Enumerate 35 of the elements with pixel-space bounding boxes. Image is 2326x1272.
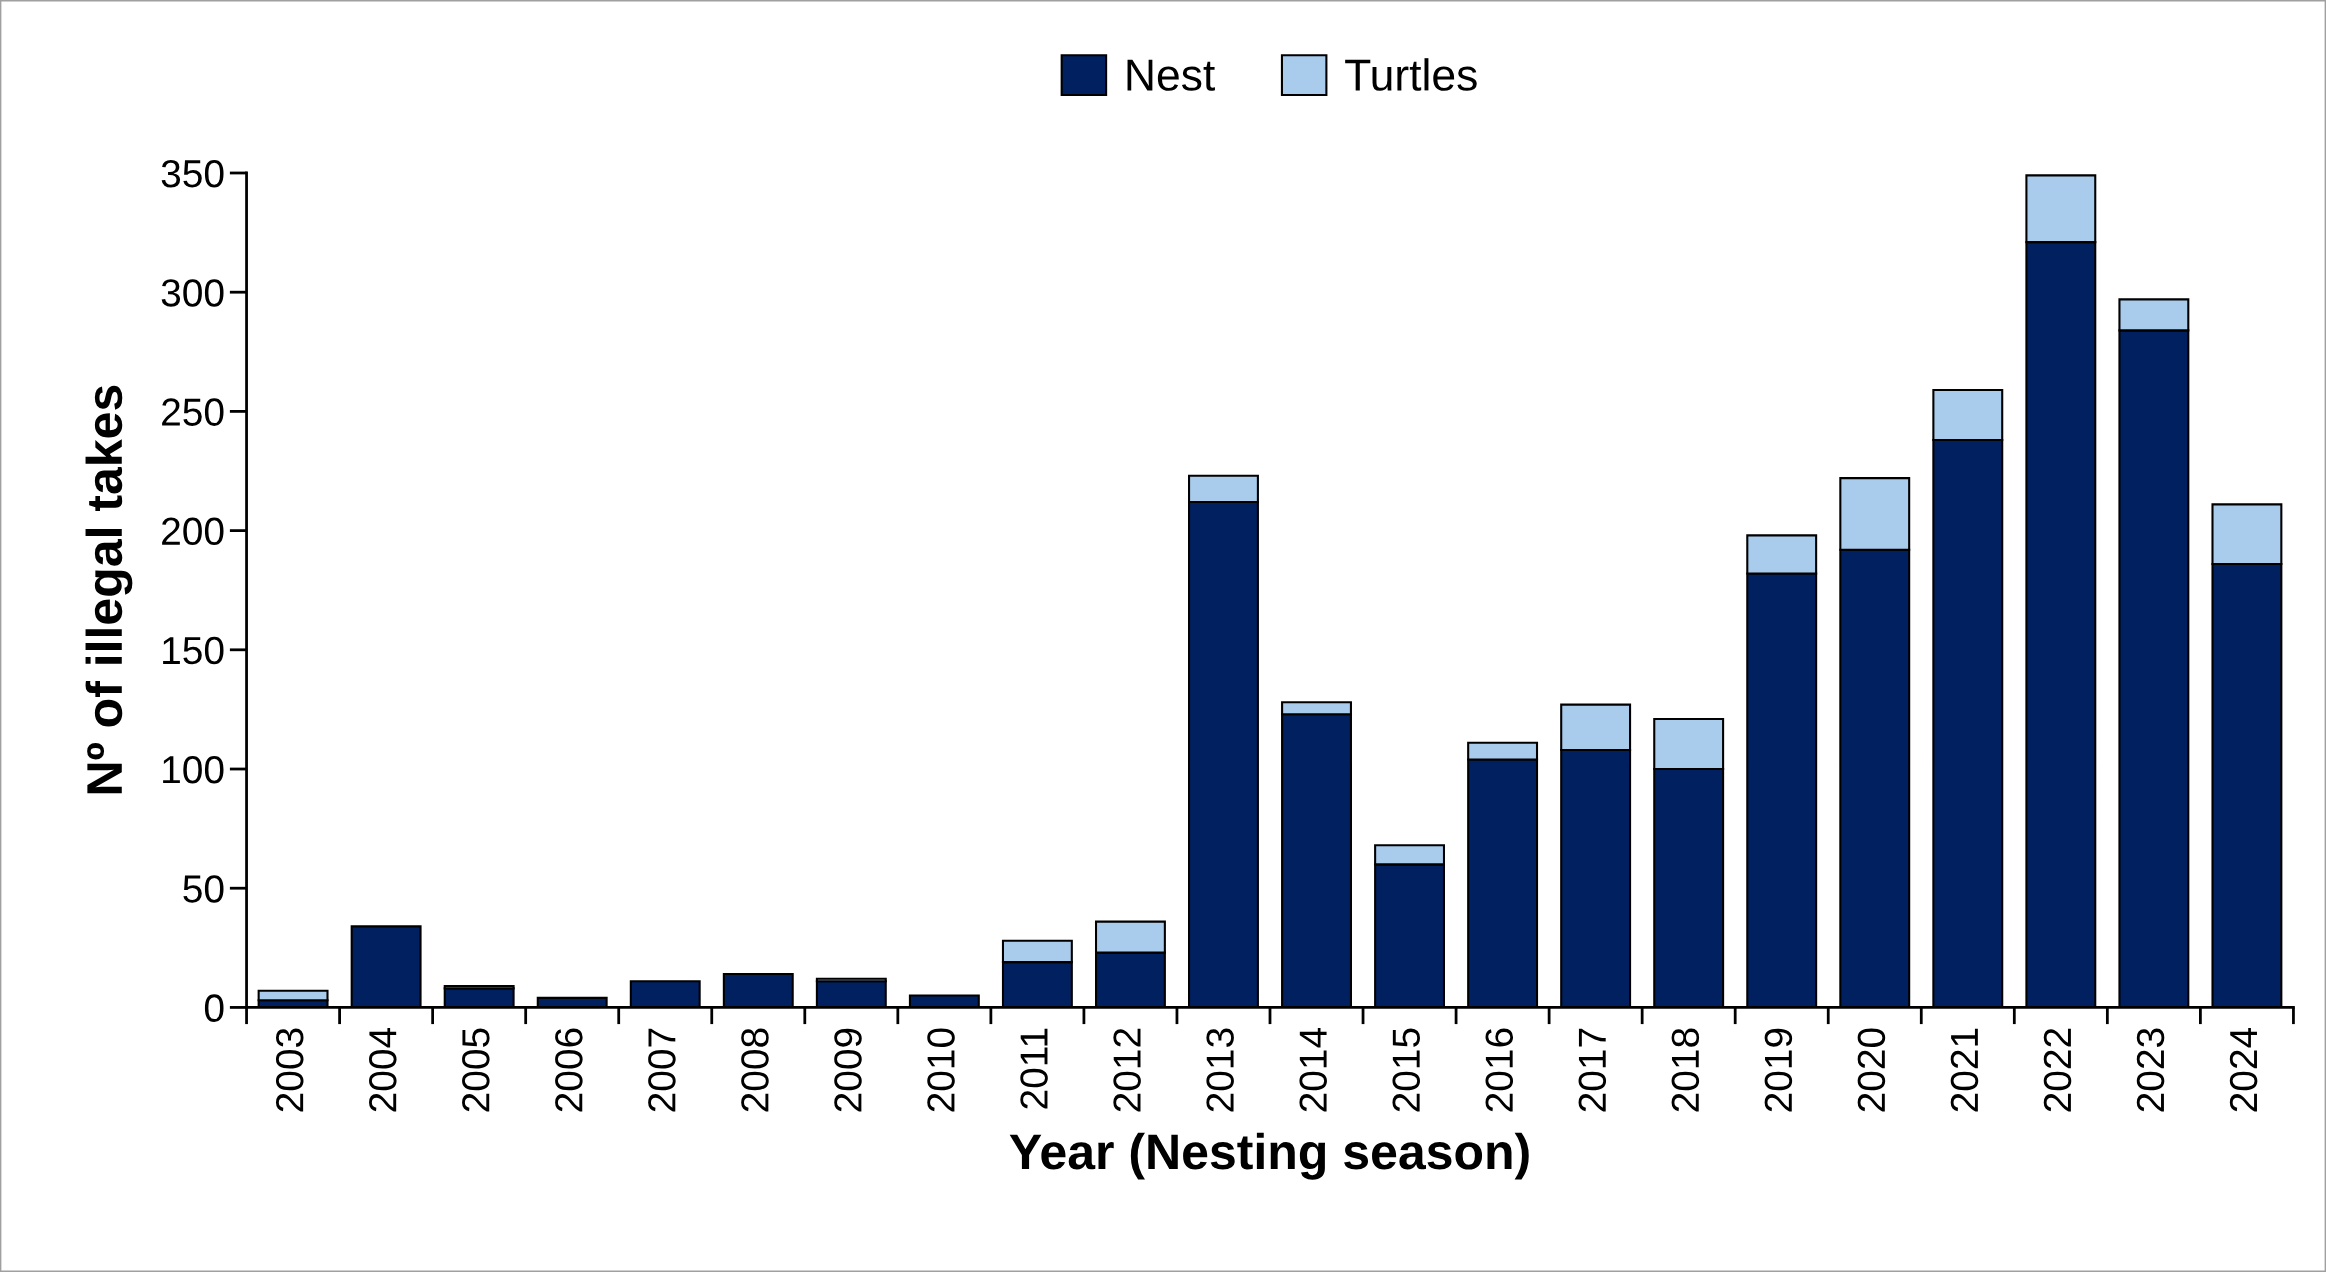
bar bbox=[257, 989, 329, 1002]
x-tick-label: 2007 bbox=[648, 1028, 676, 1112]
x-tick-label: 2009 bbox=[834, 1028, 862, 1112]
x-tick-label: 2004 bbox=[369, 1028, 397, 1112]
x-tick-label: 2014 bbox=[1299, 1028, 1327, 1112]
x-tick-label: 2022 bbox=[2043, 1028, 2072, 1112]
legend-label: Turtles bbox=[1345, 58, 1477, 91]
x-tick-label: 2008 bbox=[741, 1028, 769, 1112]
y-tick-label: 50 bbox=[183, 875, 224, 903]
x-tick-label: 2020 bbox=[1857, 1028, 1886, 1112]
x-tick-label: 2017 bbox=[1578, 1028, 1607, 1112]
x-tick-label: 2013 bbox=[1206, 1028, 1234, 1112]
x-tick-label: 2021 bbox=[1950, 1028, 1979, 1112]
y-tick-label: 0 bbox=[204, 994, 224, 1022]
x-tick-label: 2023 bbox=[2136, 1028, 2165, 1112]
x-tick-label: 2019 bbox=[1764, 1028, 1793, 1112]
x-tick-label: 2011 bbox=[1020, 1028, 1048, 1109]
y-tick-label: 350 bbox=[161, 159, 224, 188]
y-tick-label: 150 bbox=[163, 636, 224, 665]
x-tick-label: 2006 bbox=[555, 1028, 583, 1112]
y-tick-label: 200 bbox=[162, 517, 224, 546]
x-tick-label: 2012 bbox=[1113, 1028, 1141, 1112]
x-tick-label: 2015 bbox=[1392, 1028, 1420, 1112]
x-tick-label: 2010 bbox=[927, 1028, 955, 1112]
x-tick-label: 2016 bbox=[1485, 1028, 1514, 1112]
x-tick-label: 2018 bbox=[1671, 1028, 1700, 1112]
x-tick-label: 2005 bbox=[462, 1028, 490, 1112]
x-axis-title: Year (Nesting season) bbox=[1009, 1132, 1529, 1180]
y-axis-title: Nº of illegal takes bbox=[85, 385, 133, 794]
y-tick-label: 250 bbox=[162, 398, 224, 426]
y-tick-label: 100 bbox=[163, 755, 224, 784]
y-tick-label: 300 bbox=[161, 279, 224, 307]
legend-label: Nest bbox=[1127, 59, 1215, 91]
x-tick-label: 2003 bbox=[275, 1028, 304, 1112]
x-tick-label: 2024 bbox=[2229, 1028, 2258, 1112]
